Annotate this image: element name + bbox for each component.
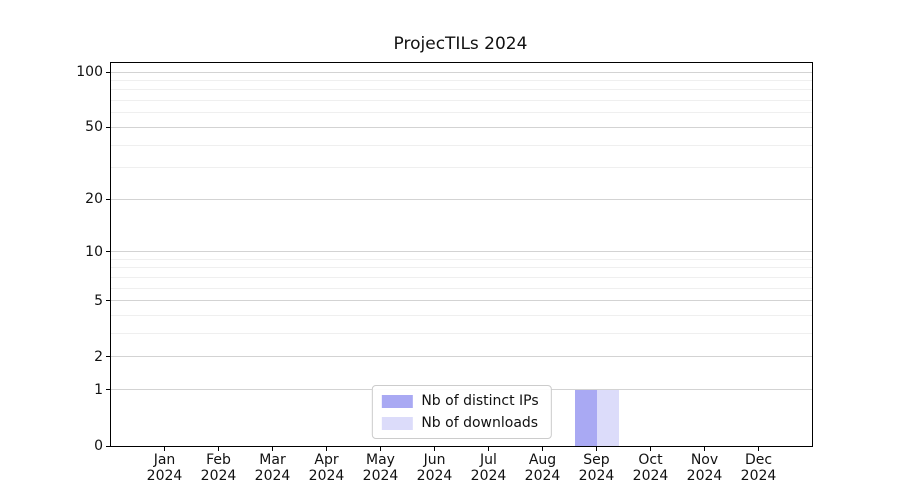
- x-axis-tick-label: May 2024: [353, 452, 409, 484]
- minor-gridline: [111, 333, 812, 335]
- x-axis-tick: [164, 447, 165, 451]
- bar-downloads: [596, 389, 619, 446]
- x-axis-tick-label: Oct 2024: [623, 452, 679, 484]
- year-label: 2024: [686, 468, 723, 484]
- year-label: 2024: [524, 468, 561, 484]
- month-label: Oct: [638, 452, 663, 468]
- legend-label-distinct-ips: Nb of distinct IPs: [421, 393, 539, 409]
- minor-gridline: [111, 276, 812, 278]
- y-axis-tick: [106, 445, 110, 447]
- x-axis-tick-label: Dec 2024: [731, 452, 787, 484]
- x-axis-tick: [434, 447, 435, 451]
- year-label: 2024: [470, 468, 507, 484]
- year-label: 2024: [308, 468, 345, 484]
- y-axis-tick-label: 20: [85, 191, 103, 208]
- month-label: Apr: [314, 452, 339, 468]
- legend-item-downloads: Nb of downloads: [381, 415, 538, 431]
- x-axis-tick: [326, 447, 327, 451]
- x-axis-tick: [218, 447, 219, 451]
- y-axis-tick: [106, 300, 110, 302]
- x-axis-tick: [650, 447, 651, 451]
- minor-gridline: [111, 267, 812, 269]
- y-axis-tick: [106, 356, 110, 358]
- month-label: Dec: [744, 452, 773, 468]
- month-label: Jun: [423, 452, 446, 468]
- year-label: 2024: [740, 468, 777, 484]
- y-axis-tick: [106, 198, 110, 200]
- y-axis-tick-label: 2: [94, 348, 103, 365]
- chart-title: ProjecTILs 2024: [393, 34, 528, 54]
- year-label: 2024: [362, 468, 399, 484]
- x-axis-tick: [704, 447, 705, 451]
- major-gridline: [111, 126, 812, 128]
- legend-swatch-distinct-ips: [381, 394, 413, 408]
- bar-distinct-ips: [574, 389, 597, 446]
- x-axis-tick-label: Apr 2024: [299, 452, 355, 484]
- minor-gridline: [111, 89, 812, 91]
- month-label: May: [366, 452, 395, 468]
- y-axis-tick-label: 100: [76, 64, 103, 80]
- y-axis-tick-label: 0: [94, 438, 103, 454]
- minor-gridline: [111, 315, 812, 317]
- major-gridline: [111, 198, 812, 200]
- month-label: Jan: [153, 452, 176, 468]
- year-label: 2024: [416, 468, 453, 484]
- x-axis-tick: [272, 447, 273, 451]
- y-axis-tick: [106, 251, 110, 253]
- x-axis-tick-label: Mar 2024: [245, 452, 301, 484]
- x-axis-tick: [488, 447, 489, 451]
- x-axis-tick-label: Nov 2024: [677, 452, 733, 484]
- x-axis-tick-label: Sep 2024: [569, 452, 625, 484]
- x-axis-tick-label: Jul 2024: [461, 452, 517, 484]
- y-axis-tick: [106, 71, 110, 73]
- minor-gridline: [111, 79, 812, 81]
- x-axis-tick: [380, 447, 381, 451]
- month-label: Jul: [480, 452, 497, 468]
- year-label: 2024: [632, 468, 669, 484]
- month-label: Feb: [206, 452, 231, 468]
- minor-gridline: [111, 112, 812, 114]
- month-label: Aug: [528, 452, 557, 468]
- y-axis-tick: [106, 389, 110, 391]
- minor-gridline: [111, 100, 812, 102]
- major-gridline: [111, 300, 812, 302]
- y-axis-tick-label: 10: [85, 243, 103, 260]
- year-label: 2024: [578, 468, 615, 484]
- legend-item-distinct-ips: Nb of distinct IPs: [381, 393, 539, 409]
- year-label: 2024: [146, 468, 183, 484]
- month-label: Sep: [583, 452, 610, 468]
- major-gridline: [111, 71, 812, 73]
- y-axis-tick-label: 5: [94, 292, 103, 309]
- x-axis-tick-label: Feb 2024: [191, 452, 247, 484]
- x-axis-tick: [596, 447, 597, 451]
- minor-gridline: [111, 287, 812, 289]
- minor-gridline: [111, 167, 812, 169]
- x-axis-tick-label: Aug 2024: [515, 452, 571, 484]
- month-label: Mar: [259, 452, 286, 468]
- major-gridline: [111, 356, 812, 358]
- y-axis-tick: [106, 126, 110, 128]
- legend: Nb of distinct IPs Nb of downloads: [371, 385, 552, 439]
- y-axis-tick-label: 50: [85, 119, 103, 136]
- legend-label-downloads: Nb of downloads: [421, 415, 539, 431]
- x-axis-tick: [758, 447, 759, 451]
- year-label: 2024: [254, 468, 291, 484]
- minor-gridline: [111, 144, 812, 146]
- x-axis-tick: [542, 447, 543, 451]
- minor-gridline: [111, 258, 812, 260]
- year-label: 2024: [200, 468, 237, 484]
- month-label: Nov: [690, 452, 719, 468]
- x-axis-tick-label: Jun 2024: [407, 452, 463, 484]
- major-gridline: [111, 251, 812, 253]
- plot-area: 0 1 2 5 10 20 50 100 Jan 2024 Feb 2024 Mar 2024 Apr 202…: [76, 62, 813, 484]
- y-axis-tick-label: 1: [94, 381, 103, 398]
- legend-swatch-downloads: [381, 416, 413, 430]
- x-axis-tick-label: Jan 2024: [137, 452, 193, 484]
